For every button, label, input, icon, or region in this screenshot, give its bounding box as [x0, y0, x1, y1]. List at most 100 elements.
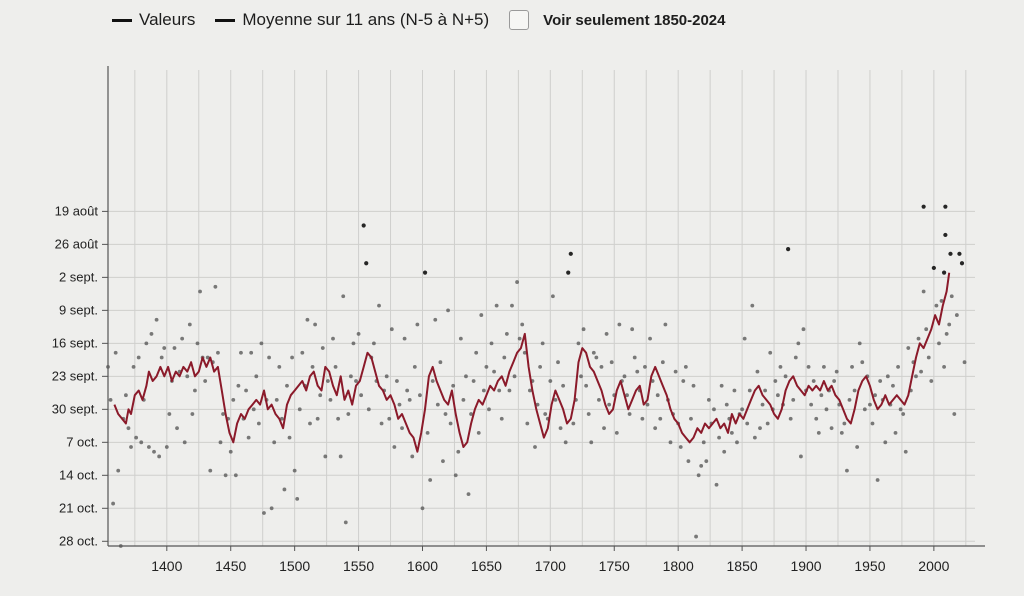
value-point	[466, 492, 471, 497]
value-point	[113, 350, 118, 355]
value-point	[847, 398, 852, 402]
value-point	[857, 341, 862, 346]
value-point	[379, 421, 384, 426]
value-point	[481, 388, 486, 393]
value-point	[916, 336, 921, 341]
value-point	[625, 393, 629, 398]
value-point	[323, 454, 328, 459]
value-point	[550, 294, 555, 299]
value-point	[504, 332, 509, 336]
value-point	[783, 374, 788, 379]
value-point	[689, 416, 693, 421]
value-point	[609, 360, 614, 365]
value-point	[167, 412, 172, 416]
value-point	[487, 407, 491, 412]
value-point	[198, 289, 202, 294]
value-point	[272, 440, 277, 445]
value-point	[722, 449, 727, 454]
value-point	[599, 365, 604, 369]
legend-label-values: Valeurs	[139, 10, 196, 29]
value-point	[446, 308, 450, 313]
value-point	[627, 412, 632, 416]
y-tick-label: 14 oct.	[59, 467, 98, 482]
value-point	[123, 393, 128, 398]
value-point	[428, 478, 433, 482]
value-point	[663, 322, 668, 327]
value-point	[752, 435, 757, 440]
value-point	[522, 350, 527, 355]
value-point	[614, 430, 619, 435]
value-point	[134, 435, 139, 440]
value-point	[407, 398, 412, 402]
value-point	[190, 412, 195, 416]
value-point	[701, 440, 706, 445]
filter-checkbox[interactable]	[509, 10, 530, 30]
value-point	[740, 407, 744, 412]
value-point	[515, 280, 519, 284]
value-point	[696, 473, 701, 478]
value-point	[108, 398, 113, 402]
value-point	[793, 355, 798, 360]
value-point	[422, 270, 428, 275]
value-point	[607, 402, 612, 407]
value-point	[558, 426, 563, 431]
value-point	[152, 449, 156, 454]
value-point	[310, 365, 315, 369]
value-point	[182, 440, 187, 445]
value-point	[233, 473, 238, 478]
value-point	[681, 379, 686, 383]
value-point	[655, 393, 660, 398]
y-tick-label: 19 août	[55, 203, 99, 218]
value-point	[668, 440, 673, 445]
value-point	[937, 341, 941, 346]
value-point	[594, 355, 599, 360]
legend-item-values: Valeurs	[112, 10, 195, 30]
value-point	[136, 355, 141, 360]
value-point	[704, 459, 709, 464]
value-point	[464, 374, 468, 379]
value-point	[898, 407, 903, 412]
value-point	[433, 317, 438, 322]
value-point	[724, 402, 729, 407]
value-point	[648, 336, 652, 341]
legend-swatch-values	[112, 18, 132, 22]
value-point	[548, 379, 553, 383]
value-point	[221, 412, 225, 416]
value-point	[553, 398, 558, 402]
value-point	[714, 482, 719, 487]
value-point	[364, 261, 369, 266]
value-point	[694, 534, 698, 539]
value-point	[412, 365, 417, 369]
x-tick-label: 1900	[790, 558, 821, 574]
value-point	[392, 445, 397, 449]
value-point	[336, 416, 341, 421]
x-tick-label: 1450	[215, 558, 246, 574]
value-point	[387, 416, 392, 421]
value-point	[941, 270, 947, 275]
value-point	[111, 501, 116, 506]
value-point	[164, 445, 169, 449]
value-point	[471, 379, 476, 383]
value-point	[839, 430, 844, 435]
value-point	[903, 449, 908, 454]
value-point	[126, 426, 131, 431]
value-point	[824, 407, 829, 412]
value-point	[719, 383, 724, 388]
value-point	[139, 440, 144, 445]
value-point	[274, 398, 279, 402]
x-tick-label: 1500	[279, 558, 310, 574]
value-point	[187, 322, 192, 327]
y-tick-label: 7 oct.	[66, 434, 98, 449]
value-point	[949, 294, 954, 299]
value-point	[819, 393, 824, 398]
value-point	[806, 365, 811, 369]
value-point	[425, 430, 430, 435]
value-point	[742, 336, 747, 341]
value-point	[760, 402, 765, 407]
filter-1850-2024-toggle[interactable]: Voir seulement 1850-2024	[509, 10, 726, 30]
value-point	[129, 445, 133, 449]
value-point	[921, 289, 926, 294]
value-point	[497, 388, 502, 393]
value-point	[295, 496, 300, 501]
